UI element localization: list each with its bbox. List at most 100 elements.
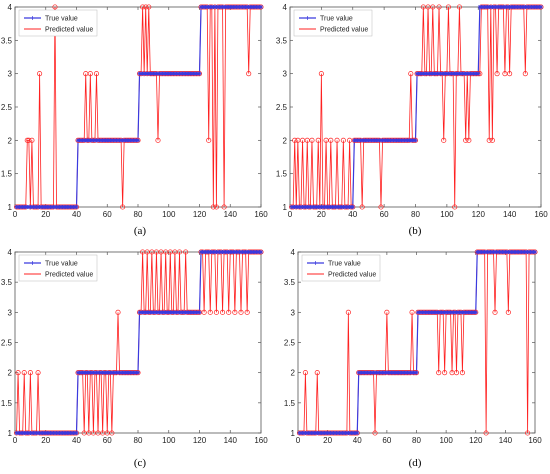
chart-d-predicted-point bbox=[453, 370, 460, 376]
chart-c-predicted-point bbox=[244, 309, 250, 315]
chart-c-ytick-label: 4 bbox=[8, 248, 13, 257]
chart-a-legend: True value Predicted value bbox=[18, 9, 98, 37]
chart-a-xtick-label: 100 bbox=[162, 210, 176, 219]
chart-c-xtick-label: 140 bbox=[224, 436, 238, 445]
chart-c-ytick-label: 2.5 bbox=[1, 339, 13, 348]
chart-a-predicted-point bbox=[155, 137, 161, 143]
chart-c-predicted-point bbox=[115, 309, 121, 315]
chart-a-xtick-label: 0 bbox=[13, 210, 18, 219]
chart-d-ytick-label: 2 bbox=[291, 369, 296, 378]
chart-c-predicted-point bbox=[35, 370, 41, 376]
chart-c-predicted-point bbox=[232, 309, 238, 315]
chart-b-axes-box bbox=[289, 6, 542, 208]
chart-a-predicted-point bbox=[143, 4, 149, 10]
chart-b-xtick-label: 80 bbox=[411, 210, 420, 219]
chart-c-predicted-point bbox=[183, 249, 189, 255]
chart-c-xtick-label: 100 bbox=[162, 436, 176, 445]
chart-a-ytick-label: 2.5 bbox=[1, 103, 13, 112]
caption-b: (b) bbox=[408, 225, 422, 237]
chart-d-predicted-point bbox=[372, 430, 378, 436]
chart-b-xtick-label: 140 bbox=[503, 210, 517, 219]
chart-a-predicted-point bbox=[140, 4, 146, 10]
chart-c-ytick-label: 2 bbox=[8, 369, 13, 378]
chart-d-predicted-point bbox=[483, 430, 489, 436]
chart-c-true-point bbox=[74, 431, 79, 435]
chart-c-predicted-point bbox=[176, 249, 183, 255]
chart-c-xtick-label: 20 bbox=[41, 436, 50, 445]
chart-b-predicted-point bbox=[334, 137, 340, 143]
chart-b-predicted-point bbox=[430, 4, 436, 10]
chart-d-predicted-point bbox=[492, 309, 498, 315]
chart-d-ytick-label: 3.5 bbox=[284, 278, 296, 287]
chart-a-xtick-label: 160 bbox=[254, 210, 268, 219]
chart-d-legend-true-label: True value bbox=[328, 261, 361, 268]
chart-c-svg: 0 20 40 60 80 100 120 140 160 1 1.5 2 2.5 3 3.5 4 True v… bbox=[1, 248, 268, 445]
chart-a-xtick-label: 60 bbox=[103, 210, 112, 219]
chart-a-true-point bbox=[74, 205, 79, 209]
chart-b-predicted-point bbox=[292, 137, 298, 143]
chart-c-true-point bbox=[197, 310, 202, 315]
chart-d-ytick-label: 3 bbox=[291, 308, 296, 317]
chart-d-ytick-label: 2.5 bbox=[284, 339, 296, 348]
chart-a-predicted-point bbox=[206, 137, 212, 143]
chart-c-ytick-label: 1 bbox=[8, 429, 13, 438]
chart-b-legend-true-label: True value bbox=[320, 16, 353, 23]
chart-d-legend-true-marker bbox=[313, 261, 318, 265]
chart-d-predicted-point bbox=[384, 309, 390, 315]
chart-d-xtick-label: 100 bbox=[439, 436, 453, 445]
chart-d-legend-box bbox=[301, 254, 381, 282]
chart-b-predicted-point bbox=[378, 204, 384, 210]
chart-d-predicted-point bbox=[345, 309, 351, 315]
chart-a-ytick-label: 1.5 bbox=[1, 170, 13, 179]
chart-a-xtick-label: 120 bbox=[193, 210, 207, 219]
chart-a-legend-pred-label: Predicted value bbox=[45, 27, 93, 34]
chart-b-predicted-point bbox=[452, 204, 458, 210]
chart-c-xtick-label: 120 bbox=[193, 436, 207, 445]
chart-b-ytick-label: 2 bbox=[283, 136, 288, 145]
chart-b-legend-box bbox=[293, 9, 373, 37]
chart-a-ytick-label: 2 bbox=[8, 136, 13, 145]
chart-b-predicted-point bbox=[328, 137, 334, 143]
chart-c-xtick-label: 60 bbox=[103, 436, 112, 445]
chart-d-xtick-label: 120 bbox=[469, 436, 483, 445]
chart-a-predicted-point bbox=[210, 204, 216, 210]
chart-d-svg: 0 20 40 60 80 100 120 140 160 1 1.5 2 2.5 3 3.5 4 True v… bbox=[284, 248, 542, 445]
chart-b-xtick-label: 0 bbox=[288, 210, 293, 219]
chart-d-predicted-point bbox=[525, 430, 531, 436]
chart-b-true-point bbox=[476, 71, 481, 76]
chart-a-predicted-point bbox=[213, 204, 219, 210]
chart-d-predicted-point bbox=[459, 370, 465, 376]
chart-d-ytick-label: 4 bbox=[291, 248, 296, 257]
chart-d-predicted-point bbox=[409, 309, 415, 315]
chart-c-predicted-point bbox=[109, 430, 115, 436]
chart-a-predicted-point bbox=[87, 71, 93, 77]
chart-d-predicted-point bbox=[436, 370, 442, 376]
chart-b-series-true-line bbox=[291, 6, 541, 208]
chart-a-predicted-point bbox=[221, 204, 227, 210]
chart-b-xtick-label: 100 bbox=[440, 210, 454, 219]
chart-b-predicted-point bbox=[494, 71, 500, 77]
chart-d-predicted-point bbox=[505, 309, 511, 315]
chart-d-xtick-label: 0 bbox=[296, 436, 301, 445]
chart-c-predicted-point bbox=[238, 309, 244, 315]
chart-a-true-point bbox=[136, 138, 140, 143]
caption-d: (d) bbox=[408, 457, 422, 469]
chart-b-xtick-label: 20 bbox=[317, 210, 326, 219]
chart-b-xtick-label: 60 bbox=[380, 210, 389, 219]
chart-c-xtick-label: 0 bbox=[13, 436, 18, 445]
chart-b-ytick-label: 1.5 bbox=[276, 170, 288, 179]
chart-c-true-point bbox=[259, 250, 263, 254]
chart-b-ytick-label: 3.5 bbox=[276, 36, 288, 45]
chart-a-xtick-label: 40 bbox=[72, 210, 81, 219]
chart-a-xtick-label: 20 bbox=[41, 210, 50, 219]
chart-a-true-point bbox=[259, 5, 263, 9]
chart-d-legend-pred-label: Predicted value bbox=[328, 272, 376, 279]
chart-a-predicted-point bbox=[29, 137, 35, 143]
chart-panel-c: 0 20 40 60 80 100 120 140 160 1 1.5 2 2.5 3 3.5 4 True v… bbox=[0, 237, 275, 450]
caption-c: (c) bbox=[133, 457, 147, 469]
chart-a-predicted-point bbox=[52, 4, 58, 10]
chart-b-predicted-point bbox=[441, 137, 447, 143]
chart-a-ytick-label: 1 bbox=[8, 203, 13, 212]
chart-b-predicted-point bbox=[359, 204, 365, 210]
chart-b-predicted-point bbox=[309, 137, 315, 143]
